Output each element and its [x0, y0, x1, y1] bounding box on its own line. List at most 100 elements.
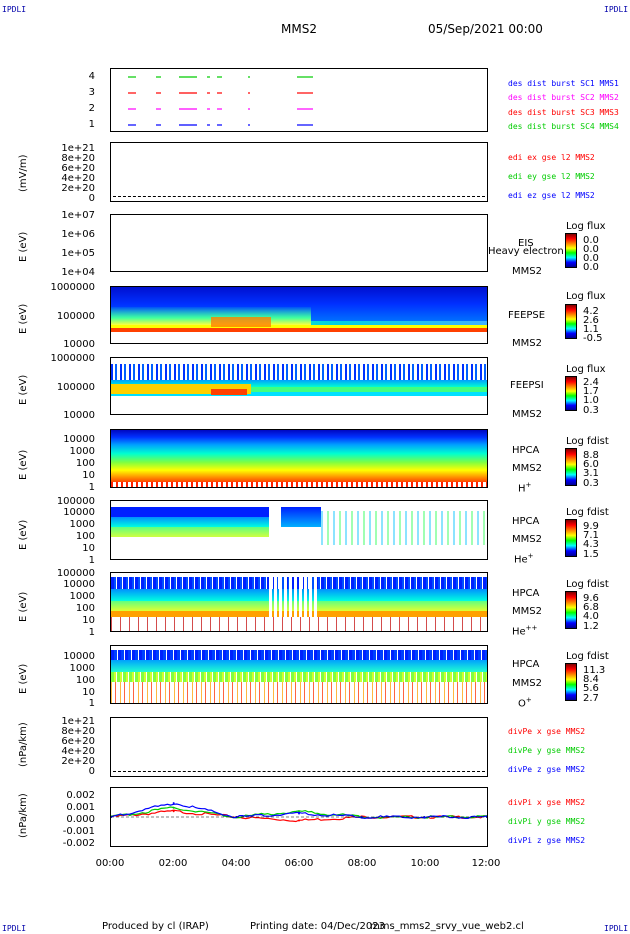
ytick: 1: [88, 119, 95, 130]
instrument-label: FEEPSI: [510, 380, 544, 391]
panel-edi-efield: [110, 142, 488, 202]
corner-label-br: IPDLI: [604, 924, 629, 933]
data-point: [298, 810, 300, 813]
ytick: 10000: [63, 507, 95, 518]
colorbar-value: 5.6: [583, 683, 599, 694]
spectrogram-band: [281, 507, 321, 527]
ytick: 100000: [56, 311, 95, 322]
spectrogram-band: [211, 389, 247, 395]
corner-label-tl: IPDLI: [2, 5, 27, 14]
colorbar-title: Log flux: [566, 291, 606, 302]
panel-divpi: [110, 787, 488, 847]
data-point: [298, 812, 300, 815]
ytick: 6e+20: [61, 736, 95, 747]
ytick: 1000: [69, 663, 95, 674]
zero-line: [113, 196, 485, 197]
colorbar-value: 1.1: [583, 324, 599, 335]
panel-hpca-h: [110, 429, 488, 488]
y-axis-label: E (eV): [18, 449, 29, 480]
xtick-label: 10:00: [410, 858, 440, 869]
spectrogram-band: [111, 430, 487, 487]
series-line: [111, 802, 487, 820]
y-axis-label: E (eV): [18, 663, 29, 694]
footer-produced: Produced by cl (IRAP): [102, 921, 209, 932]
ytick: 6e+20: [61, 163, 95, 174]
legend-item: des dist burst SC1 MMS1: [508, 79, 619, 88]
ytick: 2: [88, 103, 95, 114]
ytick: 1e+05: [61, 248, 95, 259]
spectrogram-band: [111, 517, 269, 527]
ytick: 10000: [63, 339, 95, 350]
legend-item: des dist burst SC2 MMS2: [508, 93, 619, 102]
ytick: 1: [88, 555, 95, 566]
ytick: 0: [88, 766, 95, 777]
ytick: 100: [75, 603, 95, 614]
panel-hpca-he: [110, 500, 488, 560]
ytick: 2e+20: [61, 756, 95, 767]
colorbar-value: 2.6: [583, 315, 599, 326]
colorbar-value: -0.5: [583, 333, 603, 344]
instrument-label: EIS: [518, 238, 534, 249]
colorbar-value: 2.7: [583, 693, 599, 704]
colorbar: [565, 591, 577, 629]
ytick: 8e+20: [61, 726, 95, 737]
data-point: [298, 819, 300, 822]
colorbar-value: 7.1: [583, 530, 599, 541]
ytick: 4e+20: [61, 746, 95, 757]
spacecraft-label: MMS2: [512, 463, 542, 474]
ytick: 0.002: [66, 790, 95, 801]
colorbar-value: 1.7: [583, 386, 599, 397]
data-point: [172, 810, 175, 813]
overlay-text: Heavy electron to: [488, 246, 577, 257]
ytick: 3: [88, 87, 95, 98]
colorbar-value: 2.4: [583, 377, 599, 388]
legend-item: divPi x gse MMS2: [508, 798, 586, 807]
xtick-label: 06:00: [284, 858, 314, 869]
spectrogram-band: [111, 384, 251, 394]
species-label: He+: [514, 552, 534, 566]
spectrogram-band: [321, 511, 487, 545]
series-path: [111, 803, 487, 820]
ytick: 10000: [63, 579, 95, 590]
colorbar-value: 1.2: [583, 621, 599, 632]
header-spacecraft: MMS2: [281, 22, 317, 36]
spectrogram-band: [211, 317, 271, 327]
legend-item: edi ey gse l2 MMS2: [508, 172, 595, 181]
spectrogram-band: [111, 325, 487, 328]
colorbar-value: 0.3: [583, 405, 599, 416]
header-datetime: 05/Sep/2021 00:00: [428, 22, 543, 36]
ytick: 0.001: [66, 802, 95, 813]
ytick: 10: [82, 470, 95, 481]
y-axis-label: E (eV): [18, 591, 29, 622]
ytick: 2e+20: [61, 183, 95, 194]
ytick: 1e+04: [61, 267, 95, 278]
ytick: 1e+21: [61, 143, 95, 154]
ytick: 1000: [69, 446, 95, 457]
legend-item: edi ex gse l2 MMS2: [508, 153, 595, 162]
ytick: 10000: [63, 434, 95, 445]
y-axis-label: E (eV): [18, 519, 29, 550]
spectrogram-band: [111, 672, 487, 682]
data-point: [423, 816, 426, 818]
ytick: 100: [75, 531, 95, 542]
ytick: 10: [82, 543, 95, 554]
burst-bars: [128, 76, 313, 126]
panel-hpca-hepp: [110, 572, 488, 632]
colorbar-value: 8.4: [583, 674, 599, 685]
zero-line: [113, 771, 485, 772]
spectrogram-band: [111, 527, 269, 537]
colorbar-value: 1.5: [583, 549, 599, 560]
panel-feepse: [110, 286, 488, 344]
spacecraft-label: MMS2: [512, 266, 542, 277]
ytick: 1: [88, 698, 95, 709]
xtick-label: 08:00: [347, 858, 377, 869]
ytick: 1000: [69, 591, 95, 602]
divpi-plot: [111, 802, 487, 823]
spacecraft-label: MMS2: [512, 606, 542, 617]
footer-printing-date: Printing date: 04/Dec/2023: [250, 921, 386, 932]
ytick: 1: [88, 482, 95, 493]
colorbar-value: 4.0: [583, 611, 599, 622]
colorbar-value: 6.0: [583, 459, 599, 470]
spacecraft-label: MMS2: [512, 409, 542, 420]
ytick: 1000000: [50, 282, 95, 293]
